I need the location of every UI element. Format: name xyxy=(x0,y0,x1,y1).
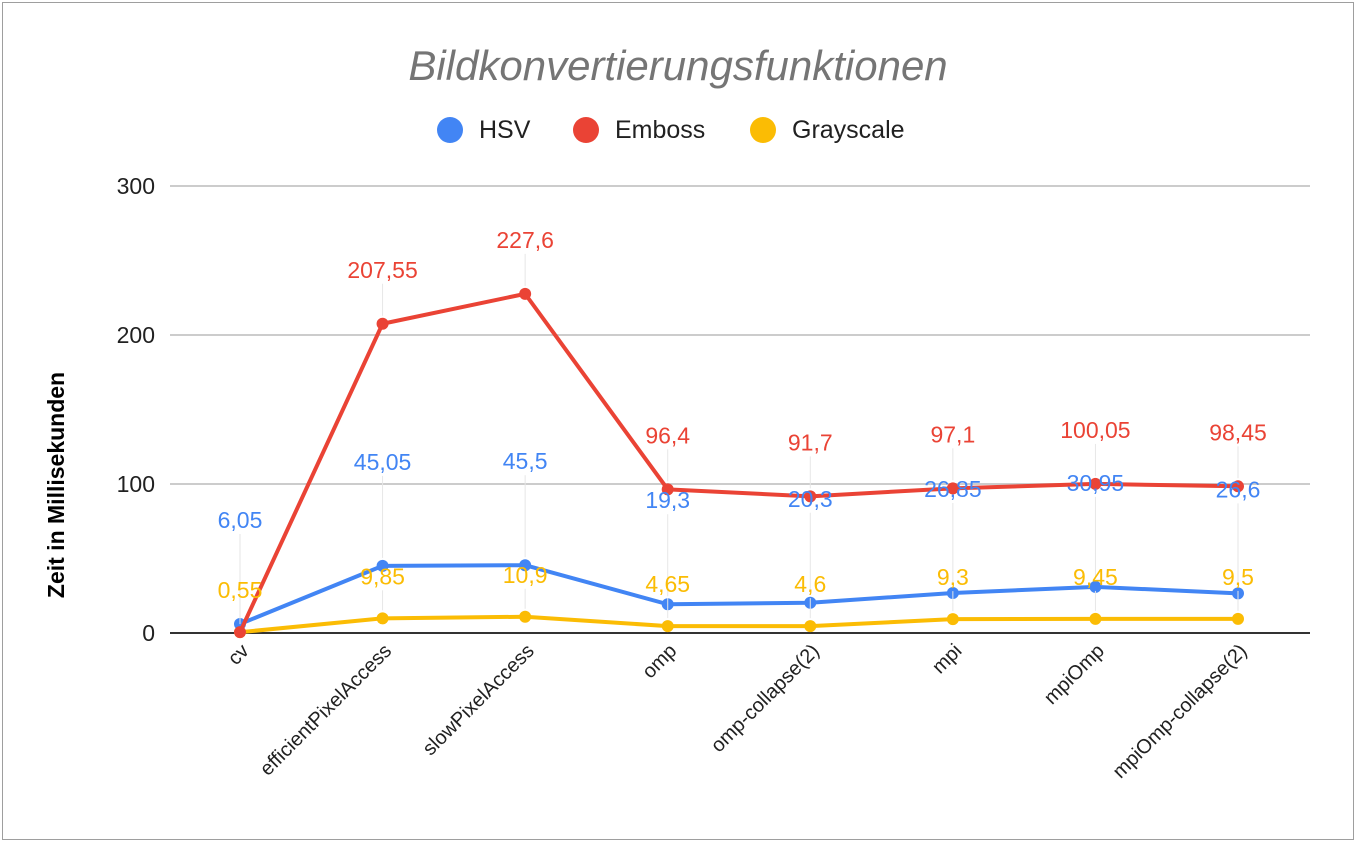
data-label: 9,5 xyxy=(1222,564,1254,590)
series-emboss xyxy=(234,287,1244,639)
data-point xyxy=(234,626,246,639)
data-label: 4,65 xyxy=(645,571,690,597)
x-tick-label: cv xyxy=(224,640,254,670)
data-label: 9,85 xyxy=(360,563,405,589)
data-point xyxy=(376,317,389,330)
legend-label: HSV xyxy=(479,116,531,144)
y-tick-label: 100 xyxy=(117,471,155,497)
legend-marker xyxy=(573,117,599,143)
data-label: 26,6 xyxy=(1216,476,1261,502)
data-point xyxy=(804,490,817,503)
y-axis-label: Zeit in Millisekunden xyxy=(43,372,69,598)
x-tick-label: omp xyxy=(638,640,681,683)
x-tick-label: mpi xyxy=(928,640,966,678)
data-point xyxy=(1089,580,1102,593)
y-tick-label: 0 xyxy=(142,620,155,646)
legend-label: Emboss xyxy=(615,116,705,144)
data-label: 96,4 xyxy=(645,422,690,448)
data-label: 45,05 xyxy=(354,449,412,475)
series-line xyxy=(238,614,1240,635)
chart-title: Bildkonvertierungsfunktionen xyxy=(408,42,947,89)
x-tick-label: mpiOmp-collapse(2) xyxy=(1109,640,1252,783)
data-label: 45,5 xyxy=(503,448,548,474)
legend-marker xyxy=(750,117,776,143)
series-grayscale xyxy=(234,610,1244,639)
x-tick-label: efficientPixelAccess xyxy=(256,640,396,780)
data-label: 207,55 xyxy=(347,257,417,283)
data-point xyxy=(519,287,532,300)
data-label: 91,7 xyxy=(788,429,833,455)
legend-marker xyxy=(437,117,463,143)
series-lines xyxy=(234,287,1244,639)
legend-label: Grayscale xyxy=(792,116,905,144)
legend-item-grayscale: Grayscale xyxy=(750,116,905,144)
data-label: 6,05 xyxy=(218,507,263,533)
data-point xyxy=(804,620,817,633)
legend-item-emboss: Emboss xyxy=(573,116,705,144)
x-tick-label: mpiOmp xyxy=(1040,640,1109,709)
data-point xyxy=(1089,612,1102,625)
data-label: 0,55 xyxy=(218,577,263,603)
data-point xyxy=(946,613,959,626)
series-line xyxy=(238,563,1240,626)
data-label: 9,3 xyxy=(937,564,969,590)
data-point xyxy=(1232,480,1244,493)
legend: HSV Emboss Grayscale xyxy=(437,116,905,144)
data-point xyxy=(661,620,674,633)
data-label: 98,45 xyxy=(1209,419,1267,445)
data-label: 10,9 xyxy=(503,562,548,588)
data-point xyxy=(946,482,959,495)
y-axis-ticks: 0 100 200 300 xyxy=(117,173,155,646)
data-label: 100,05 xyxy=(1060,417,1130,443)
data-point xyxy=(661,483,674,496)
data-label: 4,6 xyxy=(794,571,826,597)
data-point xyxy=(519,559,532,572)
legend-item-hsv: HSV xyxy=(437,116,531,144)
data-label: 19,3 xyxy=(645,487,690,513)
x-tick-label: omp-collapse(2) xyxy=(707,640,824,757)
y-tick-label: 300 xyxy=(117,173,155,199)
data-label: 227,6 xyxy=(496,227,554,253)
series-line xyxy=(238,291,1240,635)
y-tick-label: 200 xyxy=(117,322,155,348)
x-tick-label: slowPixelAccess xyxy=(419,640,539,760)
data-point xyxy=(519,610,532,623)
data-point xyxy=(376,559,389,572)
data-point xyxy=(1089,477,1102,490)
data-label: 20,3 xyxy=(788,486,833,512)
data-label: 26,85 xyxy=(924,476,982,502)
data-label: 9,45 xyxy=(1073,564,1118,590)
data-label: 97,1 xyxy=(930,421,975,447)
x-axis-ticks: cv efficientPixelAccess slowPixelAccess omp… xyxy=(224,640,1252,783)
data-point xyxy=(376,612,389,625)
data-point xyxy=(1232,612,1244,625)
